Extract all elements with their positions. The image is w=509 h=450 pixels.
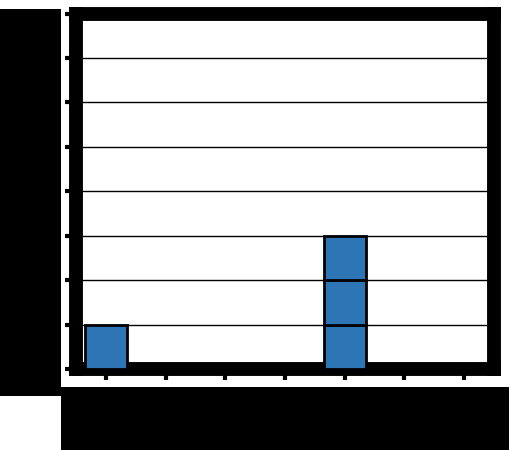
Bar: [324, 280, 365, 324]
Bar: [324, 324, 365, 369]
Bar: [86, 324, 127, 369]
Bar: [324, 236, 365, 280]
